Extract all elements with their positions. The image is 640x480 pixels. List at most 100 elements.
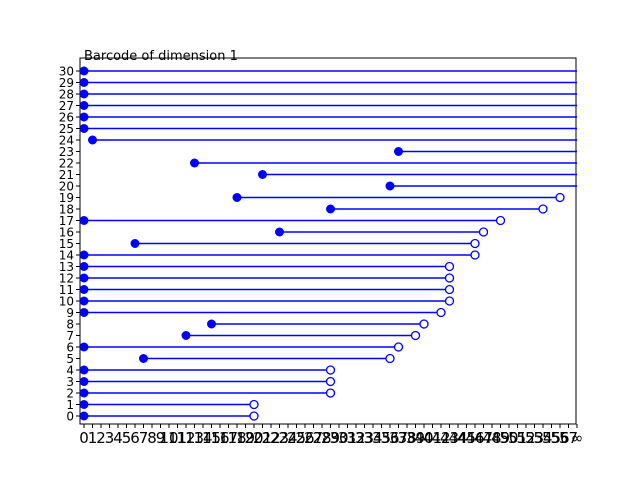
x-tick-label: 12 xyxy=(176,429,195,447)
birth-marker xyxy=(79,388,89,398)
bar-22 xyxy=(190,158,577,168)
birth-marker xyxy=(79,308,89,317)
y-tick-label: 25 xyxy=(59,122,74,136)
bar-8 xyxy=(207,319,429,329)
birth-marker xyxy=(326,204,335,214)
x-tick-label: 53 xyxy=(525,429,544,447)
bar-25 xyxy=(79,124,577,133)
x-tick-label: 16 xyxy=(210,429,229,447)
bar-21 xyxy=(258,170,577,179)
death-marker xyxy=(325,388,336,398)
x-tick-label: 24 xyxy=(278,429,297,447)
x-tick-label: 2 xyxy=(96,429,106,447)
bar-9 xyxy=(79,307,446,318)
bar-14 xyxy=(79,250,480,260)
x-tick-label: 8 xyxy=(147,429,157,447)
death-marker xyxy=(444,273,455,283)
x-tick-label: 30 xyxy=(329,429,348,447)
death-marker xyxy=(419,319,429,329)
bar-23 xyxy=(394,147,577,156)
x-tick-label: 52 xyxy=(516,429,535,447)
x-tick-label: 21 xyxy=(253,429,272,447)
bar-3 xyxy=(79,376,336,387)
y-tick-label: 12 xyxy=(59,272,74,286)
x-tick-label: 22 xyxy=(261,429,280,447)
x-tick-label: 32 xyxy=(346,429,365,447)
y-tick-label: 9 xyxy=(66,306,74,320)
x-tick-label: 40 xyxy=(414,429,433,447)
birth-marker xyxy=(79,112,89,122)
birth-marker xyxy=(79,377,89,386)
bar-5 xyxy=(139,353,395,364)
x-tick-label: 43 xyxy=(440,429,459,447)
birth-marker xyxy=(79,342,89,352)
birth-marker xyxy=(232,193,242,202)
y-tick-label: 22 xyxy=(59,157,74,171)
x-tick-label: 35 xyxy=(372,429,391,447)
birth-marker xyxy=(79,78,89,87)
x-tick-label: 20 xyxy=(244,429,263,447)
x-tick-label: 51 xyxy=(508,429,527,447)
y-tick-label: 18 xyxy=(59,203,74,217)
x-tick-label: 34 xyxy=(363,429,382,447)
birth-marker xyxy=(130,239,140,248)
y-tick-label: 13 xyxy=(59,260,74,274)
birth-marker xyxy=(394,147,403,156)
bar-15 xyxy=(130,238,480,249)
death-marker xyxy=(478,227,489,237)
x-tick-label: 25 xyxy=(287,429,306,447)
x-tick-label: 45 xyxy=(457,429,476,447)
y-tick-label: 24 xyxy=(59,134,74,148)
death-marker xyxy=(555,192,565,203)
birth-marker xyxy=(79,66,89,76)
death-marker xyxy=(470,238,480,249)
x-tick-label: 46 xyxy=(465,429,484,447)
birth-marker xyxy=(79,411,89,421)
plot-frame xyxy=(79,57,577,425)
y-tick-label: 4 xyxy=(66,364,74,378)
x-tick-label: 48 xyxy=(482,429,501,447)
x-tick-label: 14 xyxy=(193,429,212,447)
x-tick-label: 11 xyxy=(168,429,187,447)
death-marker xyxy=(385,353,395,364)
x-tick-label: 56 xyxy=(550,429,569,447)
birth-marker xyxy=(181,331,191,340)
birth-marker xyxy=(79,216,89,225)
death-marker xyxy=(325,376,336,387)
x-tick-label: ∞ xyxy=(571,429,584,447)
x-axis-ticks: 0123456789101112131415161718192021222324… xyxy=(79,424,583,447)
x-tick-label: 13 xyxy=(185,429,204,447)
y-tick-label: 26 xyxy=(59,111,74,125)
x-tick-label: 39 xyxy=(406,429,425,447)
y-tick-label: 5 xyxy=(66,352,74,366)
y-tick-label: 28 xyxy=(59,88,74,102)
bar-10 xyxy=(79,296,455,306)
x-tick-label: 33 xyxy=(355,429,374,447)
birth-marker xyxy=(190,158,199,168)
x-tick-label: 10 xyxy=(159,429,178,447)
y-tick-label: 16 xyxy=(59,226,74,240)
bar-12 xyxy=(79,273,455,283)
death-marker xyxy=(436,307,446,318)
x-tick-label: 7 xyxy=(139,429,149,447)
y-tick-label: 7 xyxy=(66,329,74,343)
x-tick-label: 19 xyxy=(236,429,255,447)
x-tick-label: 9 xyxy=(156,429,166,447)
x-tick-label: 54 xyxy=(533,429,552,447)
y-tick-label: 23 xyxy=(59,145,74,159)
bar-0 xyxy=(79,411,259,421)
x-tick-label: 5 xyxy=(122,429,132,447)
x-tick-label: 27 xyxy=(304,429,323,447)
x-tick-label: 44 xyxy=(448,429,467,447)
bar-20 xyxy=(385,181,577,191)
y-tick-label: 8 xyxy=(66,318,74,332)
death-marker xyxy=(444,284,455,295)
x-tick-label: 49 xyxy=(491,429,510,447)
bar-24 xyxy=(88,135,577,145)
bars-layer xyxy=(79,66,577,421)
x-tick-label: 36 xyxy=(380,429,399,447)
bar-16 xyxy=(275,227,489,237)
x-tick-label: 3 xyxy=(105,429,115,447)
